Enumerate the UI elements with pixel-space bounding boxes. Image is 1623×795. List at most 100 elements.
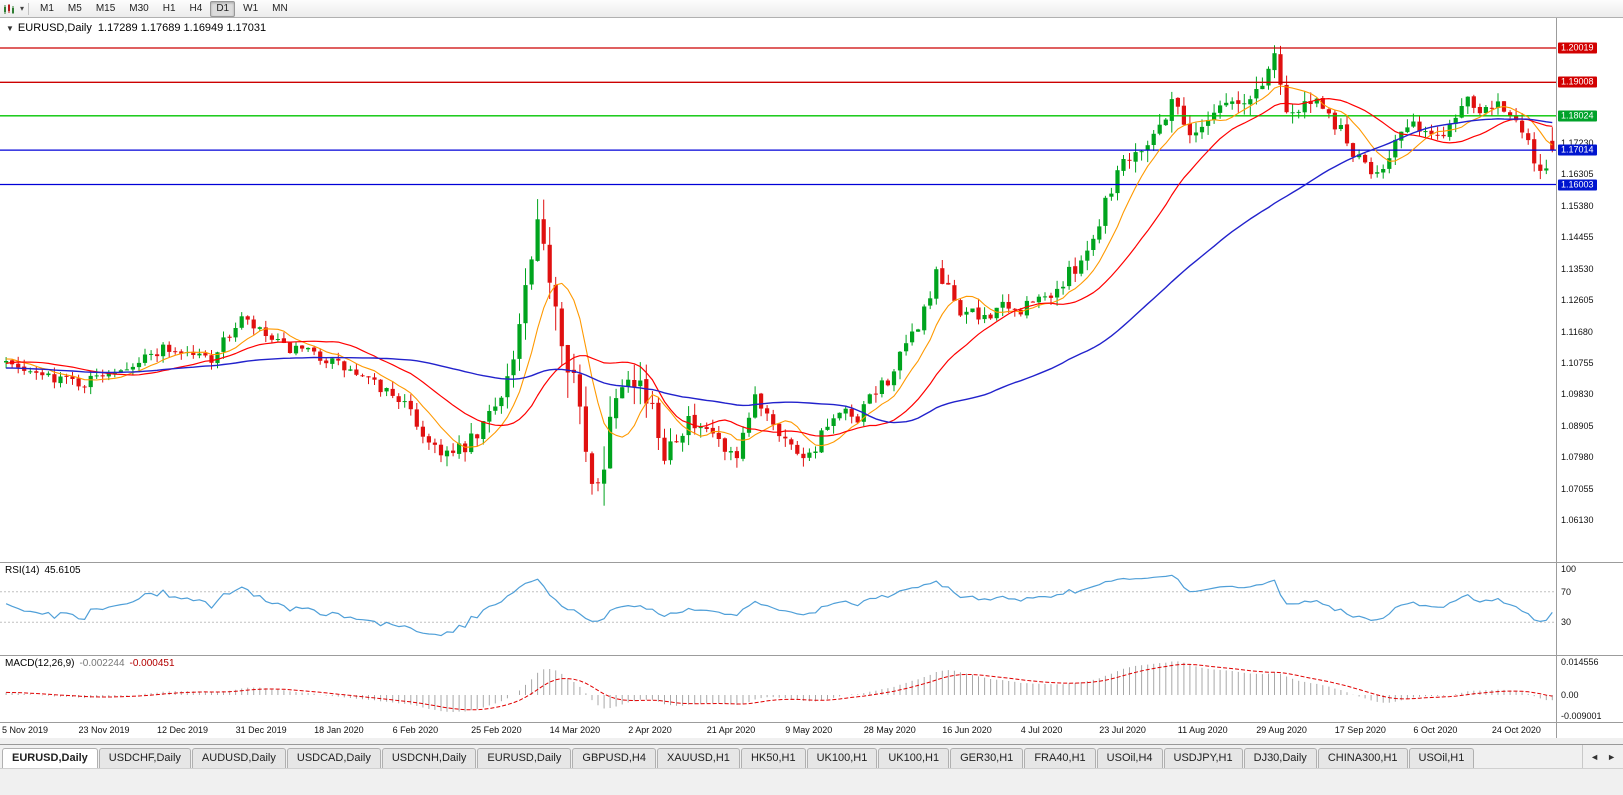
chart-tab-usoil-h1[interactable]: USOil,H1 bbox=[1408, 748, 1475, 768]
main-price-plot[interactable]: ▼ EURUSD,Daily 1.17289 1.17689 1.16949 1.1… bbox=[0, 18, 1556, 562]
rsi-indicator-label: RSI(14) 45.6105 bbox=[5, 565, 81, 576]
macd-panel: MACD(12,26,9) -0.002244 -0.000451 0.014556… bbox=[0, 655, 1623, 722]
toolbar-separator bbox=[28, 2, 30, 15]
rsi-chart[interactable] bbox=[0, 563, 1556, 655]
price-axis-label: 1.07055 bbox=[1561, 483, 1594, 494]
chart-tab-audusd-daily[interactable]: AUDUSD,Daily bbox=[191, 748, 286, 768]
chart-tab-bar: EURUSD,Daily USDCHF,Daily AUDUSD,Daily USDC… bbox=[0, 744, 1623, 768]
timeframe-button-M5[interactable]: M5 bbox=[67, 2, 82, 14]
price-axis-label: 1.10755 bbox=[1561, 357, 1594, 368]
price-level-badge: 1.20019 bbox=[1558, 42, 1597, 54]
timeframe-button-D1[interactable]: D1 bbox=[210, 0, 236, 17]
price-level-badge: 1.17014 bbox=[1558, 144, 1597, 156]
time-axis-label: 12 Dec 2019 bbox=[157, 725, 209, 735]
price-level-badge: 1.19008 bbox=[1558, 76, 1597, 88]
price-axis-label: 1.08905 bbox=[1561, 420, 1594, 431]
timeframe-button-M15[interactable]: M15 bbox=[95, 2, 116, 14]
chart-title: ▼ EURUSD,Daily 1.17289 1.17689 1.16949 1.1… bbox=[6, 22, 266, 34]
time-axis-label: 17 Sep 2020 bbox=[1334, 725, 1386, 735]
chart-tab-eurusd-daily[interactable]: EURUSD,Daily bbox=[477, 748, 572, 768]
time-axis-label: 23 Nov 2019 bbox=[78, 725, 130, 735]
chart-tab-hk50-h1[interactable]: HK50,H1 bbox=[740, 748, 806, 768]
time-axis-label: 6 Oct 2020 bbox=[1413, 725, 1458, 735]
timeframe-button-MN[interactable]: MN bbox=[272, 2, 288, 14]
rsi-axis-label: 70 bbox=[1561, 586, 1572, 597]
chart-type-dropdown-caret-icon[interactable]: ▾ bbox=[20, 4, 25, 13]
time-axis-corner bbox=[1556, 723, 1623, 738]
macd-axis-label: 0.00 bbox=[1561, 690, 1579, 700]
price-axis-label: 1.06130 bbox=[1561, 515, 1594, 526]
time-axis-label: 18 Jan 2020 bbox=[314, 725, 364, 735]
time-axis-label: 29 Aug 2020 bbox=[1256, 725, 1307, 735]
price-axis-label: 1.14455 bbox=[1561, 232, 1594, 243]
tab-scrollers: ◄ ► bbox=[1582, 745, 1623, 768]
chart-tab-usdchf-daily[interactable]: USDCHF,Daily bbox=[98, 748, 191, 768]
workspace-gap bbox=[0, 738, 1623, 744]
rsi-name: RSI(14) bbox=[5, 565, 40, 576]
timeframe-button-H1[interactable]: H1 bbox=[162, 2, 176, 14]
price-axis-label: 1.15380 bbox=[1561, 200, 1594, 211]
timeframe-button-M30[interactable]: M30 bbox=[129, 2, 149, 14]
tab-scroll-left-icon[interactable]: ◄ bbox=[1590, 751, 1600, 762]
chart-window-icon[interactable] bbox=[3, 3, 17, 15]
price-level-badge: 1.16003 bbox=[1558, 179, 1597, 190]
time-axis-label: 24 Oct 2020 bbox=[1491, 725, 1541, 735]
rsi-value: 45.6105 bbox=[44, 565, 81, 576]
chart-ohlc-values: 1.17289 1.17689 1.16949 1.17031 bbox=[97, 22, 267, 34]
chart-symbol-period: EURUSD,Daily bbox=[17, 22, 92, 34]
macd-chart[interactable] bbox=[0, 656, 1556, 722]
time-axis[interactable]: 5 Nov 2019 23 Nov 2019 12 Dec 2019 31 Dec 2… bbox=[0, 723, 1556, 738]
time-axis-label: 28 May 2020 bbox=[863, 725, 916, 735]
chart-title-caret-icon: ▼ bbox=[6, 24, 14, 33]
time-axis-label: 25 Feb 2020 bbox=[471, 725, 522, 735]
tab-scroll-right-icon[interactable]: ► bbox=[1607, 751, 1616, 762]
chart-tab-uk100-h1[interactable]: UK100,H1 bbox=[878, 748, 950, 768]
chart-tab-china300-h1[interactable]: CHINA300,H1 bbox=[1317, 748, 1408, 768]
macd-indicator-label: MACD(12,26,9) -0.002244 -0.000451 bbox=[5, 658, 175, 669]
time-axis-label: 23 Jul 2020 bbox=[1099, 725, 1146, 735]
timeframe-button-group: M1 M5 M15 M30 H1 H4 D1 W1 MN bbox=[33, 0, 295, 17]
price-axis-label: 1.17230 bbox=[1561, 137, 1594, 148]
chart-tab-gbpusd-h4[interactable]: GBPUSD,H4 bbox=[572, 748, 656, 768]
chart-tab-uk100-h1[interactable]: UK100,H1 bbox=[806, 748, 878, 768]
chart-tab-usdcad-daily[interactable]: USDCAD,Daily bbox=[286, 748, 381, 768]
chart-tab-ger30-h1[interactable]: GER30,H1 bbox=[950, 748, 1024, 768]
price-axis-label: 1.09830 bbox=[1561, 389, 1594, 400]
time-axis-label: 31 Dec 2019 bbox=[235, 725, 287, 735]
chart-tab-usdcnh-daily[interactable]: USDCNH,Daily bbox=[381, 748, 477, 768]
chart-tab-dj30-daily[interactable]: DJ30,Daily bbox=[1243, 748, 1317, 768]
price-axis-label: 1.13530 bbox=[1561, 263, 1594, 274]
chart-window: ▼ EURUSD,Daily 1.17289 1.17689 1.16949 1.1… bbox=[0, 18, 1623, 738]
main-price-panel: ▼ EURUSD,Daily 1.17289 1.17689 1.16949 1.1… bbox=[0, 18, 1623, 562]
macd-axis-label: 0.014556 bbox=[1561, 657, 1599, 667]
top-toolbar: ▾ M1 M5 M15 M30 H1 H4 D1 W1 MN bbox=[0, 0, 1623, 18]
chart-tab-eurusd-daily[interactable]: EURUSD,Daily bbox=[2, 748, 98, 768]
timeframe-button-H4[interactable]: H4 bbox=[189, 2, 203, 14]
time-axis-label: 4 Jul 2020 bbox=[1020, 725, 1063, 735]
timeframe-button-W1[interactable]: W1 bbox=[243, 2, 259, 14]
time-axis-label: 11 Aug 2020 bbox=[1177, 725, 1228, 735]
chart-tab-usoil-h4[interactable]: USOil,H4 bbox=[1096, 748, 1163, 768]
macd-main-value: -0.002244 bbox=[79, 658, 125, 669]
rsi-panel: RSI(14) 45.6105 100 70 30 bbox=[0, 562, 1623, 655]
macd-name: MACD(12,26,9) bbox=[5, 658, 75, 669]
time-axis-label: 16 Jun 2020 bbox=[942, 725, 992, 735]
chart-tab-xauusd-h1[interactable]: XAUUSD,H1 bbox=[656, 748, 740, 768]
time-axis-label: 9 May 2020 bbox=[785, 725, 833, 735]
main-price-chart[interactable] bbox=[0, 18, 1556, 562]
rsi-plot[interactable]: RSI(14) 45.6105 bbox=[0, 563, 1556, 655]
price-axis-label: 1.12605 bbox=[1561, 295, 1594, 305]
timeframe-button-M1[interactable]: M1 bbox=[40, 2, 54, 14]
price-axis[interactable]: 1.17230 1.16305 1.15380 1.14455 1.13530 1.126… bbox=[1556, 18, 1623, 562]
price-axis-label: 1.16305 bbox=[1561, 169, 1594, 180]
time-axis-label: 2 Apr 2020 bbox=[628, 725, 672, 735]
time-axis-label: 5 Nov 2019 bbox=[2, 725, 49, 735]
chart-tab-usdjpy-h1[interactable]: USDJPY,H1 bbox=[1163, 748, 1243, 768]
macd-axis[interactable]: 0.014556 0.00 -0.009001 bbox=[1556, 656, 1623, 722]
chart-tab-fra40-h1[interactable]: FRA40,H1 bbox=[1024, 748, 1096, 768]
rsi-axis[interactable]: 100 70 30 bbox=[1556, 563, 1623, 655]
macd-plot[interactable]: MACD(12,26,9) -0.002244 -0.000451 bbox=[0, 656, 1556, 722]
macd-axis-label: -0.009001 bbox=[1561, 711, 1602, 721]
time-axis-label: 6 Feb 2020 bbox=[392, 725, 439, 735]
price-axis-label: 1.11680 bbox=[1561, 326, 1593, 337]
